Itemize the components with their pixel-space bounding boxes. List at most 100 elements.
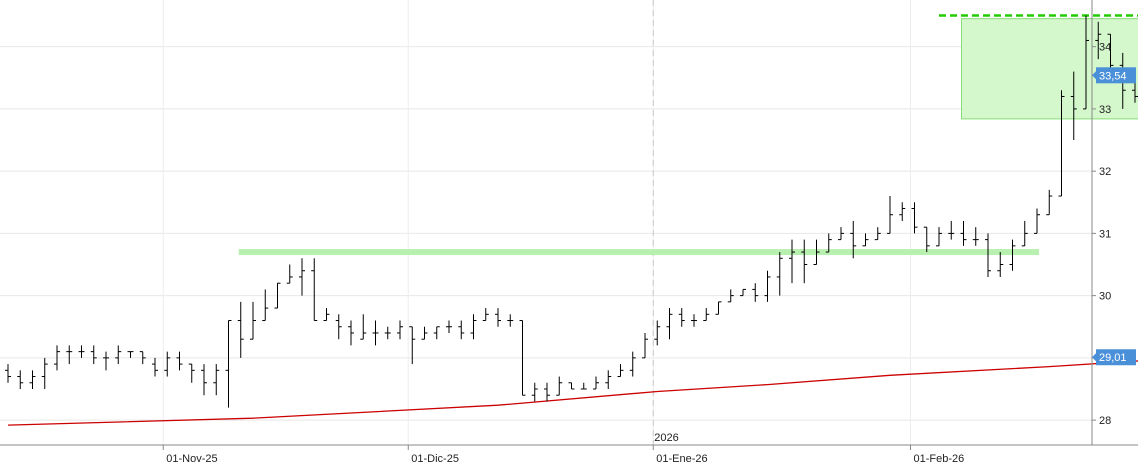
ohlc-bar (544, 382, 550, 402)
ohlc-bar (666, 308, 673, 340)
moving-average-badge: 29,01 (1092, 349, 1136, 366)
ohlc-bar (482, 308, 489, 322)
ohlc-bars (5, 15, 1138, 408)
x-tick-label: 01-Ene-26 (656, 453, 707, 465)
ohlc-bar (838, 227, 844, 241)
year-label: 2026 (654, 432, 678, 444)
y-tick-label: 31 (1099, 228, 1111, 240)
last-price-badge-label: 33,54 (1099, 70, 1127, 82)
ohlc-bar (1046, 189, 1053, 216)
x-tick-label: 01-Nov-25 (166, 453, 217, 465)
ohlc-bar (593, 376, 599, 390)
last-price-badge-bg (1096, 67, 1136, 84)
y-tick-label: 33 (1099, 104, 1111, 116)
x-tick-label: 01-Dic-25 (411, 453, 459, 465)
ohlc-bar (348, 320, 354, 346)
ohlc-bar (213, 364, 220, 396)
ohlc-bar (250, 301, 256, 340)
ohlc-bar (176, 351, 183, 371)
ohlc-bar (580, 382, 587, 390)
ohlc-bar (911, 202, 918, 234)
ohlc-bar (188, 363, 195, 383)
y-tick-label: 34 (1099, 42, 1111, 54)
grid-lines (0, 0, 1092, 445)
ohlc-bar (384, 326, 391, 340)
ohlc-bar (495, 308, 501, 327)
ohlc-bar (642, 332, 648, 359)
ohlc-bar (727, 289, 734, 303)
ohlc-bar (972, 227, 979, 246)
ohlc-bar (887, 196, 893, 234)
ohlc-bar (458, 320, 465, 340)
ohlc-bar (372, 320, 379, 346)
ohlc-bar (507, 314, 514, 327)
ohlc-bar (899, 202, 906, 221)
ohlc-bar (678, 308, 685, 327)
ohlc-bar (862, 233, 869, 247)
ohlc-bar (262, 289, 269, 322)
ohlc-bar (1083, 15, 1089, 110)
ohlc-bar (1070, 71, 1077, 141)
ohlc-bar (936, 227, 942, 247)
ohlc-bar (17, 370, 24, 389)
ohlc-bar (703, 308, 710, 322)
ohlc-bar (201, 364, 207, 396)
ohlc-bar (225, 320, 232, 408)
moving-average-layer (7, 360, 1138, 426)
moving-average-line (7, 360, 1138, 426)
ohlc-bar (164, 351, 171, 377)
ohlc-bar (654, 320, 661, 346)
ohlc-bar (825, 233, 832, 253)
last-price-badge-pointer (1092, 70, 1097, 81)
ohlc-bar (923, 226, 930, 253)
ohlc-bar (531, 382, 538, 402)
y-tick-label: 30 (1099, 291, 1111, 303)
y-tick-label: 28 (1099, 415, 1111, 427)
ohlc-bar (103, 351, 109, 371)
y-tick-label: 32 (1099, 166, 1111, 178)
support-band (238, 249, 1039, 256)
ohlc-bar (752, 283, 759, 302)
moving-average-badge-pointer (1092, 352, 1097, 363)
ohlc-bar (360, 314, 367, 340)
ohlc-bar (433, 326, 440, 340)
ohlc-bar (29, 370, 36, 389)
ohlc-bar (421, 326, 428, 340)
ohlc-bar (446, 320, 452, 333)
ohlc-bar (715, 301, 722, 315)
ohlc-bar (605, 370, 612, 389)
ohlc-bar (1009, 239, 1016, 271)
ohlc-bar (90, 345, 97, 365)
ohlc-bar (568, 382, 575, 390)
ohlc-bar (850, 220, 857, 259)
ohlc-bar (66, 345, 73, 365)
ohlc-bar (78, 345, 85, 358)
ohlc-bar (139, 351, 146, 365)
ohlc-bar (311, 258, 318, 322)
ohlc-bar (1058, 90, 1065, 197)
ohlc-bar (41, 357, 48, 389)
ohlc-bar (323, 308, 330, 322)
ohlc-bar (470, 314, 477, 340)
ohlc-bar (519, 320, 526, 396)
ohlc-bar (740, 288, 746, 297)
ohlc-bar (691, 314, 697, 327)
ohlc-bar (789, 239, 795, 284)
ohlc-bar (152, 357, 158, 377)
ohlc-bar (5, 364, 11, 383)
ohlc-bar (556, 376, 563, 396)
ohlc-bar (1034, 208, 1040, 234)
moving-average-badge-label: 29,01 (1099, 352, 1127, 364)
ohlc-bar (1021, 220, 1028, 247)
ohlc-bar (274, 282, 281, 309)
ohlc-bar (1095, 21, 1102, 60)
ohlc-bar (299, 258, 305, 296)
ohlc-bar (801, 239, 808, 284)
ohlc-bar (776, 252, 783, 296)
ohlc-bar (127, 351, 134, 358)
ohlc-bar (237, 301, 244, 358)
ohlc-bar (286, 264, 293, 284)
ohlc-bar (617, 364, 624, 378)
